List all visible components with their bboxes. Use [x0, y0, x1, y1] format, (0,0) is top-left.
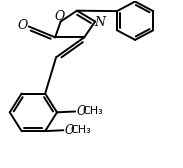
- Text: O: O: [55, 10, 65, 23]
- Text: CH₃: CH₃: [71, 125, 91, 135]
- Text: O: O: [18, 19, 28, 32]
- Text: O: O: [64, 124, 74, 137]
- Text: CH₃: CH₃: [82, 107, 103, 116]
- Text: O: O: [76, 105, 86, 118]
- Text: N: N: [95, 16, 106, 29]
